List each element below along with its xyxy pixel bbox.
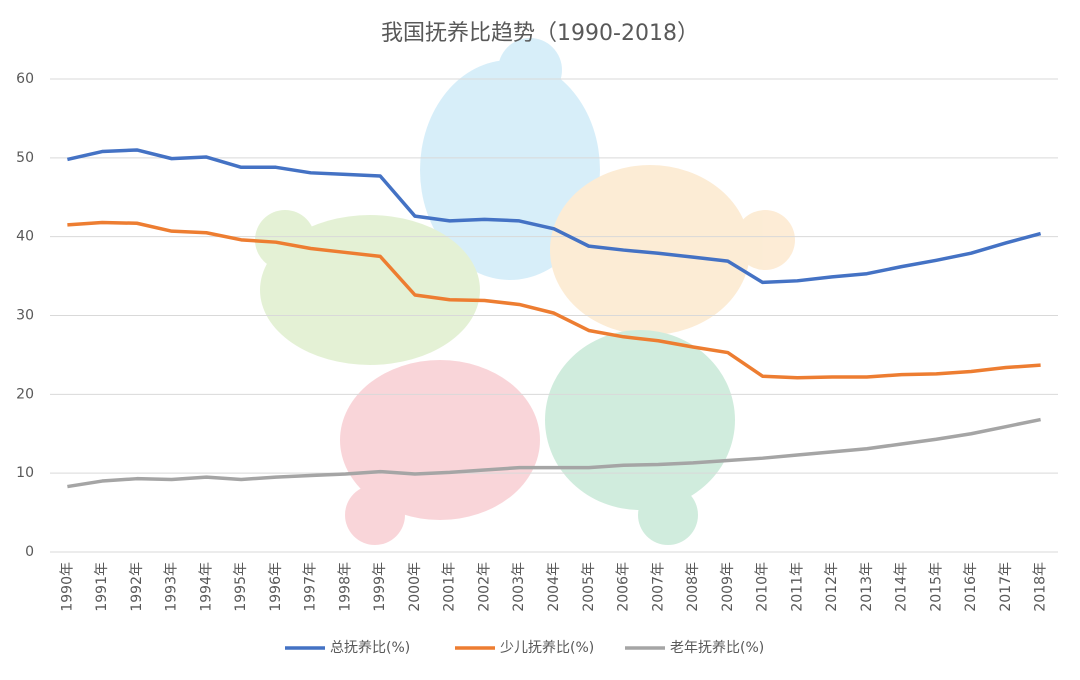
y-tick-label: 20 — [16, 386, 34, 402]
x-tick-label: 2005年 — [581, 562, 597, 612]
x-tick-label: 2001年 — [442, 562, 458, 612]
x-tick-label: 2003年 — [511, 562, 527, 612]
y-tick-label: 50 — [16, 150, 34, 166]
y-tick-label: 10 — [16, 465, 34, 481]
x-tick-label: 2011年 — [789, 562, 805, 612]
x-tick-label: 1994年 — [198, 562, 214, 612]
x-tick-label: 1990年 — [59, 562, 75, 612]
chart-title: 我国抚养比趋势（1990-2018） — [381, 21, 699, 46]
y-tick-label: 0 — [25, 544, 34, 560]
x-tick-label: 2010年 — [755, 562, 771, 612]
x-tick-label: 2014年 — [894, 562, 910, 612]
x-tick-label: 2017年 — [998, 562, 1014, 612]
y-tick-label: 40 — [16, 229, 34, 245]
x-tick-label: 2008年 — [685, 562, 701, 612]
y-tick-label: 30 — [16, 308, 34, 324]
x-tick-label: 1996年 — [268, 562, 284, 612]
series-line — [67, 417, 1041, 489]
x-tick-label: 1993年 — [164, 562, 180, 612]
series-line — [67, 220, 1041, 380]
x-tick-label: 2007年 — [650, 562, 666, 612]
x-tick-label: 2016年 — [963, 562, 979, 612]
x-tick-label: 1997年 — [303, 562, 319, 612]
x-tick-label: 2004年 — [546, 562, 562, 612]
x-tick-label: 2000年 — [407, 562, 423, 612]
x-tick-label: 2002年 — [476, 562, 492, 612]
watermark — [255, 38, 795, 545]
x-tick-label: 2006年 — [616, 562, 632, 612]
x-tick-label: 2018年 — [1033, 562, 1049, 612]
x-tick-label: 1992年 — [129, 562, 145, 612]
series-line — [66, 148, 1042, 285]
y-tick-label: 60 — [16, 71, 34, 87]
x-tick-label: 2012年 — [824, 562, 840, 612]
x-tick-label: 2009年 — [720, 562, 736, 612]
x-tick-label: 1991年 — [94, 562, 110, 612]
x-tick-label: 2013年 — [859, 562, 875, 612]
x-tick-label: 1995年 — [233, 562, 249, 612]
legend-label: 老年抚养比(%) — [670, 640, 764, 656]
legend-label: 总抚养比(%) — [330, 640, 410, 656]
legend-label: 少儿抚养比(%) — [500, 640, 594, 656]
x-tick-label: 2015年 — [928, 562, 944, 612]
x-tick-label: 1998年 — [337, 562, 353, 612]
x-tick-label: 1999年 — [372, 562, 388, 612]
